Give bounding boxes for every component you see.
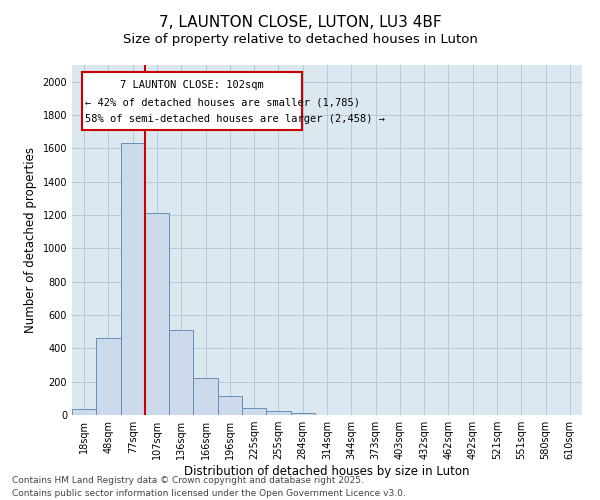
Text: 7 LAUNTON CLOSE: 102sqm: 7 LAUNTON CLOSE: 102sqm (120, 80, 264, 90)
Bar (121, 144, 145, 415)
Bar (266, 411, 290, 415)
Text: 58% of semi-detached houses are larger (2,458) →: 58% of semi-detached houses are larger (… (85, 114, 385, 124)
Bar (290, 412, 315, 415)
X-axis label: Distribution of detached houses by size in Luton: Distribution of detached houses by size … (184, 465, 470, 478)
Bar (96, 338, 121, 415)
FancyBboxPatch shape (82, 72, 302, 130)
Text: 7, LAUNTON CLOSE, LUTON, LU3 4BF: 7, LAUNTON CLOSE, LUTON, LU3 4BF (158, 15, 442, 30)
Text: Size of property relative to detached houses in Luton: Size of property relative to detached ho… (122, 32, 478, 46)
Text: Contains HM Land Registry data © Crown copyright and database right 2025.
Contai: Contains HM Land Registry data © Crown c… (12, 476, 406, 498)
Bar (72, 409, 96, 415)
Y-axis label: Number of detached properties: Number of detached properties (24, 147, 37, 333)
Bar (193, 378, 218, 415)
Bar (218, 396, 242, 415)
Bar (242, 408, 266, 415)
Bar (145, 214, 169, 415)
Text: ← 42% of detached houses are smaller (1,785): ← 42% of detached houses are smaller (1,… (85, 97, 360, 107)
Bar (169, 330, 193, 415)
